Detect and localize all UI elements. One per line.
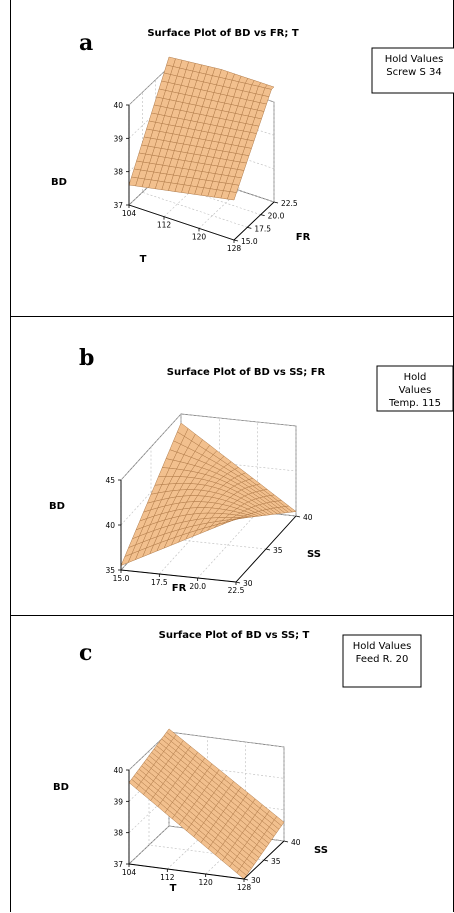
x-axis-label: T xyxy=(170,883,177,894)
x-axis-line xyxy=(128,204,235,241)
x-tick-label: 120 xyxy=(199,878,214,887)
x-tick-label: 22.5 xyxy=(228,586,245,595)
z-tick-label: 37 xyxy=(113,201,123,210)
panel-b: b Surface Plot of BD vs SS; FR Hold Values T… xyxy=(10,316,454,616)
z-tick-label: 40 xyxy=(113,101,123,110)
z-tick-label: 45 xyxy=(105,476,115,485)
y-tick-label: 30 xyxy=(251,876,261,885)
z-tick-label: 39 xyxy=(113,797,123,806)
grid-line xyxy=(233,102,275,241)
panel-letter: c xyxy=(79,640,92,666)
surface-mesh xyxy=(128,728,285,880)
hold-values-line: Screw S 34 xyxy=(386,67,442,78)
plot-title: Surface Plot of BD vs FR; T xyxy=(147,28,299,39)
x-axis-label: FR xyxy=(172,583,187,594)
y-tick xyxy=(263,859,269,862)
x-tick-label: 112 xyxy=(157,221,172,230)
y-tick-label: 22.5 xyxy=(281,199,298,208)
y-axis-label: SS xyxy=(307,549,321,560)
surface-mesh xyxy=(128,56,275,201)
hold-values-line: Values xyxy=(399,385,432,396)
y-tick-label: 17.5 xyxy=(254,224,271,233)
x-tick-label: 120 xyxy=(192,232,207,241)
y-tick xyxy=(235,581,241,584)
y-tick xyxy=(260,214,265,217)
x-tick-label: 15.0 xyxy=(113,574,130,583)
y-tick xyxy=(243,878,249,881)
surface-plot-a: a Surface Plot of BD vs FR; T Hold Values S… xyxy=(51,28,454,265)
hold-values-box xyxy=(376,365,454,412)
surface-plot-b: b Surface Plot of BD vs SS; FR Hold Values T… xyxy=(49,345,454,595)
x-tick-label: 17.5 xyxy=(151,578,168,587)
z-tick-label: 40 xyxy=(105,521,115,530)
hold-values-title: Hold Values xyxy=(353,641,412,652)
z-tick-label: 40 xyxy=(113,766,123,775)
panel-letter: b xyxy=(79,345,94,371)
hold-values-box xyxy=(371,47,454,94)
grid-line xyxy=(142,92,248,228)
z-axis-label: BD xyxy=(49,501,65,512)
hold-values-box xyxy=(342,634,422,688)
surface-plot-c: c Surface Plot of BD vs SS; T Hold Values F… xyxy=(53,630,422,894)
grid-line xyxy=(243,747,285,880)
y-tick-label: 20.0 xyxy=(268,212,285,221)
y-axis-label: FR xyxy=(296,232,311,243)
z-axis-label: BD xyxy=(51,177,67,188)
panel-a: a Surface Plot of BD vs FR; T Hold Values S… xyxy=(10,0,454,317)
hold-values-line: Temp. 115 xyxy=(388,398,441,409)
hold-values-title: Hold Values xyxy=(385,54,444,65)
panel-letter: a xyxy=(79,30,93,56)
y-tick xyxy=(247,226,252,229)
y-tick xyxy=(233,239,239,242)
plot-title: Surface Plot of BD vs SS; T xyxy=(159,630,310,641)
x-tick-label: 104 xyxy=(122,209,137,218)
x-axis-line xyxy=(120,569,237,583)
y-tick-label: 15.0 xyxy=(241,237,258,246)
x-axis-line xyxy=(128,863,245,880)
x-axis-label: T xyxy=(140,254,147,265)
grid-line xyxy=(205,742,246,875)
y-axis-label: SS xyxy=(314,845,328,856)
z-tick-label: 38 xyxy=(113,829,123,838)
x-tick-label: 128 xyxy=(237,883,252,892)
x-tick-label: 20.0 xyxy=(189,582,206,591)
x-tick-label: 112 xyxy=(160,873,175,882)
surface-cell xyxy=(227,191,237,201)
plot-title: Surface Plot of BD vs SS; FR xyxy=(167,367,326,378)
z-tick-label: 38 xyxy=(113,168,123,177)
z-tick-label: 39 xyxy=(113,134,123,143)
y-tick xyxy=(295,515,301,518)
surface-cell xyxy=(228,518,240,523)
y-axis-line xyxy=(233,201,275,241)
z-tick-label: 35 xyxy=(105,566,115,575)
y-tick xyxy=(273,201,279,204)
surface-cell xyxy=(236,869,247,880)
hold-values-title: Hold xyxy=(404,372,427,383)
y-tick xyxy=(265,548,271,551)
y-tick-label: 40 xyxy=(291,838,301,847)
y-tick-label: 35 xyxy=(271,857,281,866)
z-axis-label: BD xyxy=(53,782,69,793)
y-tick-label: 40 xyxy=(303,513,313,522)
surface-mesh xyxy=(120,422,297,566)
panel-c: c Surface Plot of BD vs SS; T Hold Values F… xyxy=(10,615,454,912)
y-tick-label: 30 xyxy=(243,579,253,588)
x-tick-label: 104 xyxy=(122,868,137,877)
z-tick-label: 37 xyxy=(113,860,123,869)
y-tick xyxy=(283,840,289,843)
x-tick-label: 128 xyxy=(227,244,242,253)
y-tick-label: 35 xyxy=(273,546,283,555)
hold-values-line: Feed R. 20 xyxy=(356,654,409,665)
